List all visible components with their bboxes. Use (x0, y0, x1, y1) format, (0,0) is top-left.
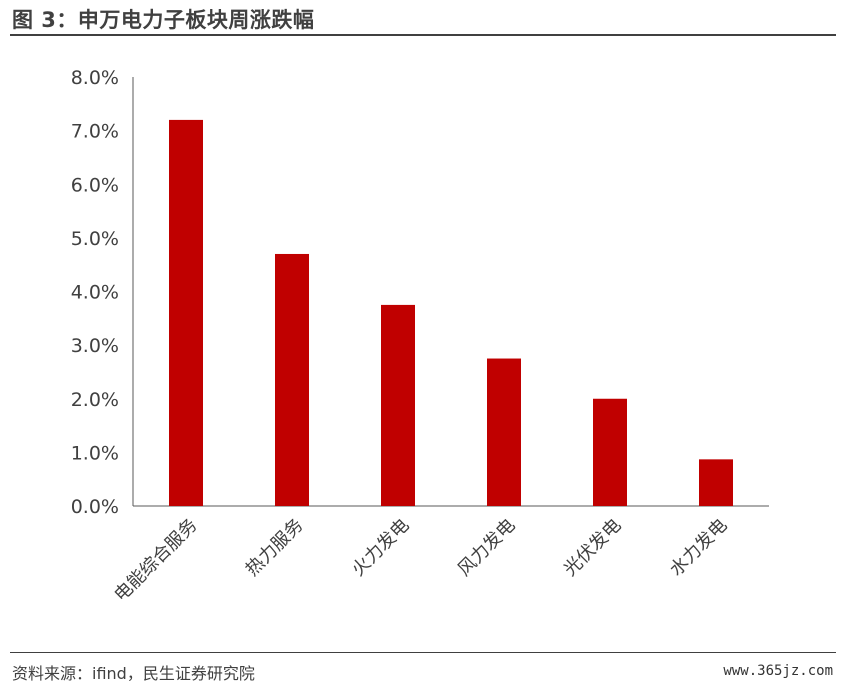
y-tick-label: 6.0% (71, 174, 119, 196)
x-category-label: 风力发电 (454, 515, 520, 581)
y-tick-label: 7.0% (71, 121, 119, 143)
y-tick-label: 1.0% (71, 442, 119, 464)
watermark: www.365jz.com (723, 663, 833, 679)
title-divider (10, 34, 836, 36)
bar (381, 304, 415, 506)
y-tick-label: 0.0% (71, 496, 119, 518)
bar (699, 459, 733, 506)
x-category-label: 电能综合服务 (110, 515, 201, 606)
bar (169, 119, 203, 507)
footer-divider (10, 652, 836, 653)
x-category-label: 火力发电 (348, 515, 414, 581)
y-tick-label: 4.0% (71, 282, 119, 304)
y-tick-label: 8.0% (71, 67, 119, 89)
figure-title: 图 3：申万电力子板块周涨跌幅 (12, 8, 315, 32)
bar-chart: 0.0% 1.0% 2.0% 3.0% 4.0% 5.0% 6.0% 7.0% 8.0% 电能综… (71, 67, 769, 606)
x-category-label: 水力发电 (666, 515, 732, 581)
y-axis-tick-labels: 0.0% 1.0% 2.0% 3.0% 4.0% 5.0% 6.0% 7.0% 8.0% (71, 67, 119, 518)
bar (275, 253, 309, 506)
bar (487, 358, 521, 506)
bar (593, 398, 627, 506)
x-axis-category-labels: 电能综合服务 热力服务 火力发电 风力发电 光伏发电 水力发电 (110, 515, 731, 606)
y-tick-label: 5.0% (71, 228, 119, 250)
y-tick-label: 3.0% (71, 335, 119, 357)
bars-group (169, 119, 733, 507)
x-category-label: 光伏发电 (560, 515, 626, 581)
y-tick-label: 2.0% (71, 389, 119, 411)
source-note: 资料来源：ifind，民生证券研究院 (12, 664, 255, 683)
x-category-label: 热力服务 (242, 515, 308, 581)
